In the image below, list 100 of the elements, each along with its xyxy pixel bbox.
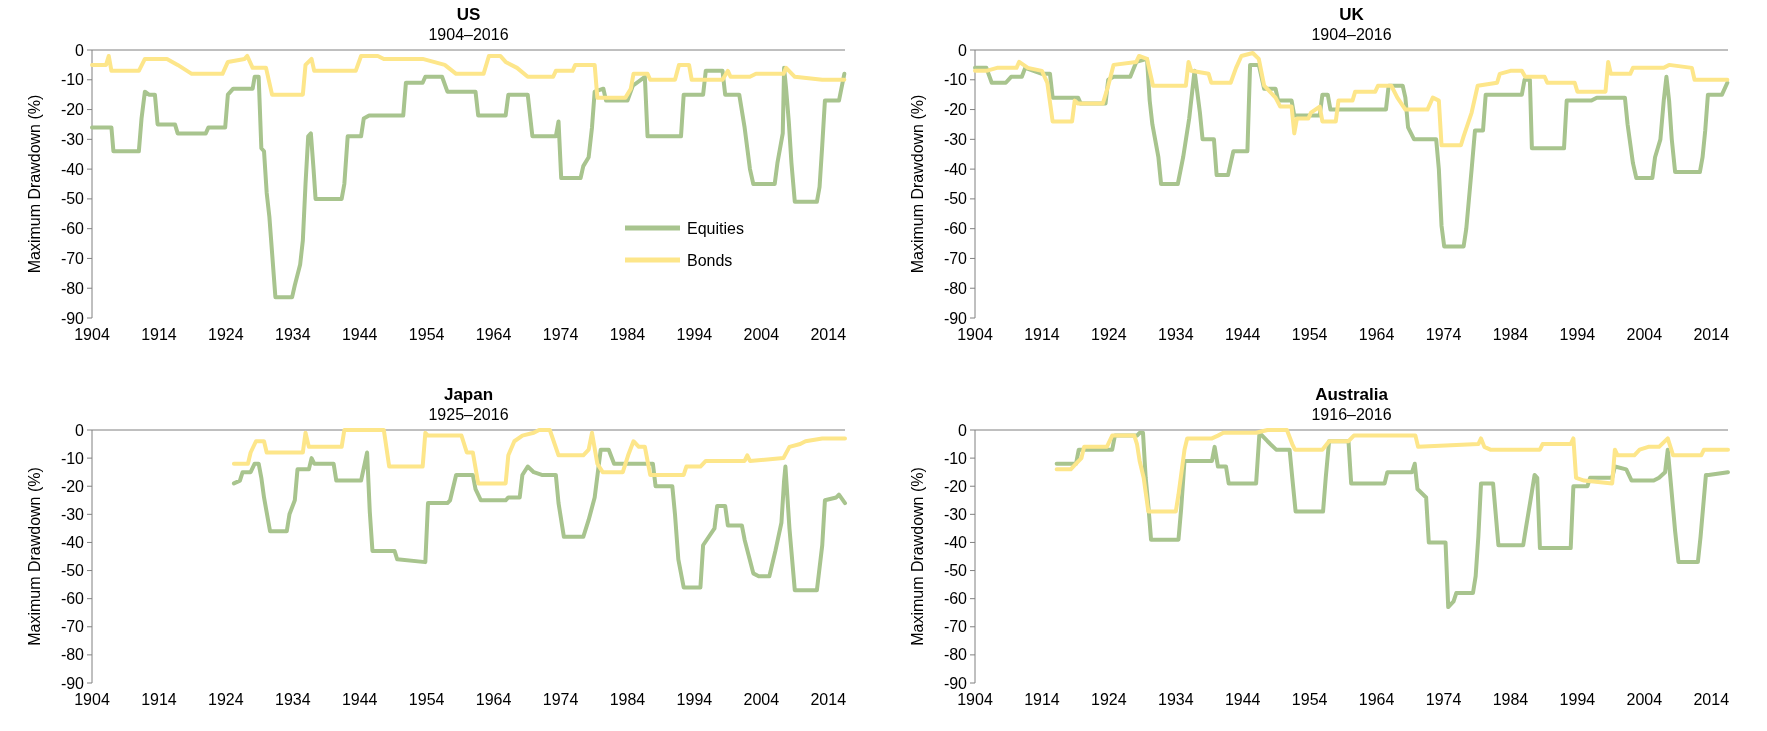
x-tick-label: 1944: [341, 691, 378, 708]
y-tick-label: -40: [943, 534, 968, 552]
y-tick-label: -60: [943, 590, 968, 608]
y-tick-label: -40: [60, 534, 85, 552]
x-tick-label: 1974: [542, 326, 579, 343]
x-tick-label: 1924: [208, 326, 244, 343]
x-tick-label: 1914: [141, 326, 177, 343]
x-tick-label: 1984: [1492, 691, 1529, 708]
y-tick-label: -70: [60, 618, 85, 636]
y-tick-label: -30: [60, 505, 85, 523]
legend-label: Bonds: [687, 251, 733, 269]
x-tick-label: 1934: [1158, 691, 1194, 708]
y-tick-label: -30: [60, 130, 85, 148]
y-tick-label: -30: [943, 505, 968, 523]
line-series: [231, 428, 847, 486]
x-tick-label: 1984: [609, 691, 646, 708]
line-series: [90, 53, 847, 100]
x-tick-label: 2014: [1693, 326, 1730, 343]
chart-subtitle: 1904–2016: [428, 26, 509, 43]
x-tick-label: 1994: [1559, 691, 1596, 708]
chart-title: US: [456, 5, 481, 24]
y-tick-label: -10: [943, 71, 968, 89]
y-tick-label: 0: [75, 421, 85, 439]
x-tick-label: 1964: [475, 326, 512, 343]
x-tick-label: 1984: [1492, 326, 1529, 343]
x-tick-label: 1904: [74, 326, 110, 343]
x-tick-label: 1904: [957, 691, 993, 708]
y-tick-label: -90: [943, 674, 968, 692]
y-axis-title: Maximum Drawdown (%): [909, 467, 926, 646]
x-tick-label: 2004: [743, 326, 780, 343]
x-tick-label: 2014: [810, 326, 847, 343]
y-axis-title: Maximum Drawdown (%): [26, 467, 43, 646]
x-tick-label: 1914: [141, 691, 177, 708]
x-tick-label: 1994: [1559, 326, 1596, 343]
y-tick-label: -90: [943, 309, 968, 327]
y-tick-label: -40: [60, 160, 85, 178]
chart-title: UK: [1339, 5, 1365, 24]
chart-title: Australia: [1315, 385, 1389, 404]
x-tick-label: 1934: [275, 326, 311, 343]
x-tick-label: 2004: [1626, 691, 1663, 708]
y-tick-label: -50: [60, 190, 85, 208]
y-tick-label: -50: [60, 562, 85, 580]
y-tick-label: -60: [60, 220, 85, 238]
x-tick-label: 1994: [676, 326, 713, 343]
y-tick-label: 0: [958, 421, 968, 439]
x-tick-label: 1944: [341, 326, 378, 343]
line-series: [1054, 430, 1730, 610]
y-tick-label: -20: [60, 477, 85, 495]
x-tick-label: 2004: [743, 691, 780, 708]
x-tick-label: 1924: [208, 691, 244, 708]
y-tick-label: -20: [943, 477, 968, 495]
y-tick-label: -20: [943, 101, 968, 119]
y-tick-label: -90: [60, 309, 85, 327]
y-tick-label: -60: [943, 220, 968, 238]
y-tick-label: -10: [943, 449, 968, 467]
x-tick-label: 2014: [810, 691, 847, 708]
x-tick-label: 2014: [1693, 691, 1730, 708]
x-tick-label: 1964: [475, 691, 512, 708]
x-tick-label: 1904: [957, 326, 993, 343]
y-tick-label: -60: [60, 590, 85, 608]
line-series: [231, 447, 847, 593]
x-tick-label: 1974: [542, 691, 579, 708]
legend-label: Equities: [687, 219, 744, 237]
y-tick-label: -30: [943, 130, 968, 148]
y-axis-title: Maximum Drawdown (%): [909, 94, 926, 274]
y-tick-label: -70: [943, 618, 968, 636]
x-tick-label: 1944: [1224, 326, 1261, 343]
x-tick-label: 2004: [1626, 326, 1663, 343]
x-tick-label: 1914: [1024, 326, 1060, 343]
line-series: [90, 65, 847, 300]
y-tick-label: -70: [60, 250, 85, 268]
y-tick-label: -80: [60, 279, 85, 297]
x-tick-label: 1924: [1091, 326, 1127, 343]
y-tick-label: -80: [60, 646, 85, 664]
line-series: [1054, 428, 1730, 514]
x-tick-label: 1904: [74, 691, 110, 708]
chart-subtitle: 1916–2016: [1311, 406, 1392, 423]
x-tick-label: 1944: [1224, 691, 1261, 708]
y-axis-title: Maximum Drawdown (%): [26, 94, 43, 274]
y-tick-label: -80: [943, 646, 968, 664]
y-tick-label: 0: [75, 41, 85, 59]
x-tick-label: 1964: [1358, 326, 1395, 343]
y-tick-label: -40: [943, 160, 968, 178]
x-tick-label: 1954: [1291, 691, 1328, 708]
y-tick-label: -90: [60, 674, 85, 692]
y-tick-label: -10: [60, 449, 85, 467]
x-tick-label: 1934: [1158, 326, 1194, 343]
chart-title: Japan: [443, 385, 494, 404]
y-tick-label: -70: [943, 250, 968, 268]
y-tick-label: 0: [958, 41, 968, 59]
x-tick-label: 1934: [275, 691, 311, 708]
x-tick-label: 1994: [676, 691, 713, 708]
chart-subtitle: 1925–2016: [428, 406, 509, 423]
x-tick-label: 1984: [609, 326, 646, 343]
x-tick-label: 1954: [408, 326, 445, 343]
x-tick-label: 1954: [1291, 326, 1328, 343]
x-tick-label: 1974: [1425, 691, 1462, 708]
y-tick-label: -50: [943, 562, 968, 580]
x-tick-label: 1974: [1425, 326, 1462, 343]
y-tick-label: -20: [60, 101, 85, 119]
